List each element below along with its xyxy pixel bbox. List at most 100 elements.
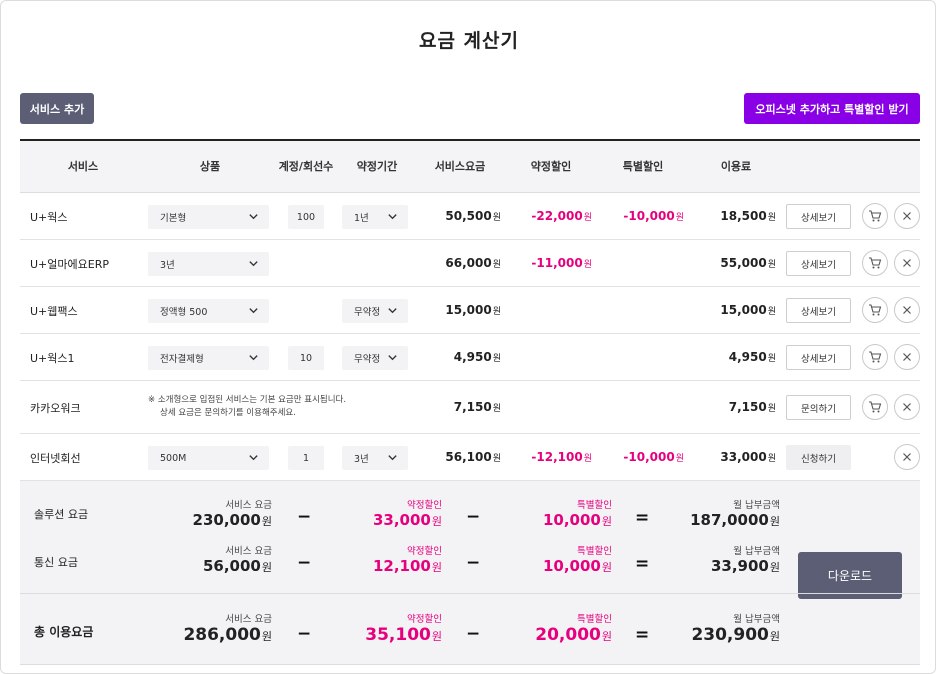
product-select-value: 정액형 500 [160, 307, 208, 318]
table-row: 인터넷회선 500M 1 3년 56,100원 -12,100원 -10,000… [20, 434, 920, 481]
term-select[interactable]: 1년 [342, 205, 408, 229]
minus-sign: − [297, 624, 312, 644]
term-select-value: 1년 [354, 213, 369, 224]
special-discount: -10,000원 [623, 209, 684, 223]
close-icon [903, 259, 911, 267]
cart-button[interactable] [862, 344, 888, 370]
term-select-value: 무약정 [354, 307, 381, 318]
cart-button[interactable] [862, 203, 888, 229]
add-service-button[interactable]: 서비스 추가 [20, 93, 94, 124]
count-input[interactable]: 10 [288, 346, 324, 370]
header-special-discount: 특별할인 [622, 160, 664, 173]
header-fee: 서비스요금 [434, 160, 486, 173]
service-fee: 7,150원 [453, 400, 501, 414]
cart-icon [869, 210, 882, 222]
minus-sign: − [297, 553, 312, 573]
close-icon [903, 453, 911, 461]
table-row: U+웍스1 전자결제형 10 무약정 4,950원 4,950원 상세보기 [20, 334, 920, 381]
fee-summary: 솔루션 요금 서비스 요금 230,000원 − 약정할인 33,000원 − … [20, 481, 920, 665]
usage-fee: 7,150원 [728, 400, 776, 414]
product-select[interactable]: 전자결제형 [148, 346, 269, 370]
detail-button[interactable]: 상세보기 [786, 298, 851, 323]
close-icon [903, 306, 911, 314]
telecom-special-discount: 특별할인 10,000원 [542, 546, 612, 575]
cart-button[interactable] [862, 297, 888, 323]
product-select[interactable]: 기본형 [148, 205, 269, 229]
contract-discount: -11,000원 [531, 256, 592, 270]
service-name: 카카오워크 [30, 401, 81, 415]
minus-sign: − [466, 553, 481, 573]
equals-sign: = [635, 508, 650, 528]
usage-fee: 33,000원 [720, 450, 776, 464]
service-name: U+웍스 [30, 210, 68, 224]
remove-button[interactable] [894, 344, 920, 370]
cart-button[interactable] [862, 250, 888, 276]
solution-special-discount: 특별할인 10,000원 [542, 500, 612, 529]
chevron-down-icon [249, 355, 258, 361]
header-usage: 이용료 [720, 160, 752, 173]
remove-button[interactable] [894, 297, 920, 323]
special-discount: -10,000원 [623, 450, 684, 464]
count-input[interactable]: 1 [288, 446, 324, 470]
product-select[interactable]: 500M [148, 446, 269, 470]
note-line: 상세 요금은 문의하기를 이용해주세요. [160, 408, 296, 418]
download-button[interactable]: 다운로드 [798, 552, 902, 599]
total-fee-label: 총 이용요금 [34, 625, 94, 639]
solution-contract-discount: 약정할인 33,000원 [372, 500, 442, 529]
office-net-promo-button[interactable]: 오피스넷 추가하고 특별할인 받기 [744, 93, 920, 124]
telecom-contract-discount: 약정할인 12,100원 [372, 546, 442, 575]
service-fee: 50,500원 [445, 209, 501, 223]
table-row: 카카오워크 ※ 소개형으로 입점된 서비스는 기본 요금만 표시됩니다. 상세 … [20, 381, 920, 434]
apply-button[interactable]: 신청하기 [786, 445, 851, 470]
contract-discount: -22,000원 [531, 209, 592, 223]
solution-fee-label: 솔루션 요금 [34, 508, 89, 521]
telecom-fee-label: 통신 요금 [34, 556, 78, 569]
note-line: ※ 소개형으로 입점된 서비스는 기본 요금만 표시됩니다. [148, 395, 347, 405]
equals-sign: = [635, 625, 650, 645]
service-name: U+웹팩스 [30, 304, 78, 318]
minus-sign: − [466, 624, 481, 644]
inquiry-button[interactable]: 문의하기 [786, 395, 851, 420]
remove-button[interactable] [894, 203, 920, 229]
header-contract-discount: 약정할인 [530, 160, 572, 173]
detail-button[interactable]: 상세보기 [786, 251, 851, 276]
service-fee: 56,100원 [445, 450, 501, 464]
service-fee: 66,000원 [445, 256, 501, 270]
solution-service-fee: 서비스 요금 230,000원 [192, 500, 272, 529]
remove-button[interactable] [894, 444, 920, 470]
product-select-value: 500M [160, 452, 187, 464]
equals-sign: = [635, 554, 650, 574]
cart-icon [869, 401, 882, 413]
chevron-down-icon [249, 214, 258, 220]
chevron-down-icon [249, 261, 258, 267]
cart-icon [869, 304, 882, 316]
minus-sign: − [297, 507, 312, 527]
total-service-fee: 서비스 요금 286,000원 [183, 614, 272, 645]
total-contract-discount: 약정할인 35,100원 [365, 614, 442, 645]
usage-fee: 55,000원 [720, 256, 776, 270]
total-monthly-payment: 월 납부금액 230,900원 [691, 614, 780, 645]
table-row: U+웍스 기본형 100 1년 50,500원 -22,000원 -10,000… [20, 193, 920, 240]
remove-button[interactable] [894, 394, 920, 420]
detail-button[interactable]: 상세보기 [786, 345, 851, 370]
term-select[interactable]: 무약정 [342, 299, 408, 323]
count-input[interactable]: 100 [288, 205, 324, 229]
product-select-value: 기본형 [160, 213, 187, 224]
close-icon [903, 212, 911, 220]
chevron-down-icon [388, 455, 397, 461]
solution-monthly-payment: 월 납부금액 187,0000원 [690, 500, 780, 529]
remove-button[interactable] [894, 250, 920, 276]
product-select[interactable]: 3년 [148, 252, 269, 276]
product-select[interactable]: 정액형 500 [148, 299, 269, 323]
cart-button[interactable] [862, 394, 888, 420]
chevron-down-icon [249, 308, 258, 314]
term-select[interactable]: 무약정 [342, 346, 408, 370]
term-select-value: 무약정 [354, 354, 381, 365]
term-select[interactable]: 3년 [342, 446, 408, 470]
cart-icon [869, 257, 882, 269]
detail-button[interactable]: 상세보기 [786, 204, 851, 229]
close-icon [903, 403, 911, 411]
telecom-monthly-payment: 월 납부금액 33,900원 [710, 546, 780, 575]
product-select-value: 전자결제형 [160, 354, 204, 365]
chevron-down-icon [388, 355, 397, 361]
